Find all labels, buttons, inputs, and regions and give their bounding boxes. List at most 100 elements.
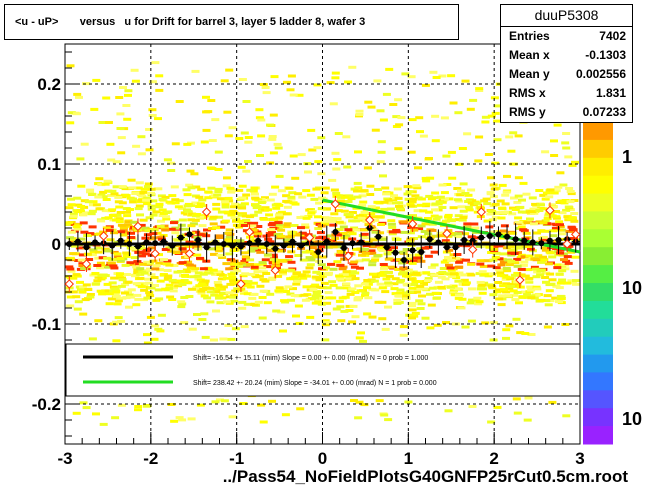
heatmap-cell [514, 220, 523, 224]
heatmap-cell [518, 198, 526, 202]
heatmap-cell [430, 263, 439, 267]
heatmap-cell [88, 209, 97, 213]
heatmap-cell [104, 189, 113, 193]
heatmap-cell [494, 288, 503, 292]
x-tick-label: -3 [57, 449, 72, 468]
heatmap-cell [394, 294, 403, 298]
heatmap-cell [340, 309, 349, 313]
heatmap-cell [337, 319, 346, 323]
heatmap-cell [369, 272, 377, 276]
heatmap-cell [175, 199, 184, 203]
heatmap-cell [272, 309, 281, 313]
heatmap-cell [202, 128, 211, 132]
heatmap-cell [425, 194, 434, 198]
heatmap-cell [446, 266, 455, 270]
heatmap-cell [124, 93, 132, 97]
x-tick-label: 0 [318, 449, 327, 468]
heatmap-cell [388, 230, 397, 234]
heatmap-cell [92, 412, 100, 416]
heatmap-cell [304, 215, 313, 219]
heatmap-cell [447, 258, 456, 262]
heatmap-cell [75, 246, 84, 250]
heatmap-cell [186, 266, 195, 270]
heatmap-cell [155, 261, 164, 265]
heatmap-cell [258, 246, 267, 250]
heatmap-cell [396, 207, 404, 210]
heatmap-cell [197, 289, 206, 293]
heatmap-cell [102, 198, 111, 201]
heatmap-cell [301, 240, 310, 244]
heatmap-cell [113, 252, 122, 256]
heatmap-cell [117, 230, 126, 234]
heatmap-cell [114, 200, 123, 204]
heatmap-cell [250, 292, 259, 296]
heatmap-cell [487, 114, 496, 118]
heatmap-cell [196, 278, 205, 282]
heatmap-cell [122, 273, 131, 276]
heatmap-cell [107, 194, 116, 197]
heatmap-cell [349, 271, 358, 275]
heatmap-cell [455, 260, 464, 264]
heatmap-cell [255, 116, 264, 120]
heatmap-cell [455, 162, 464, 166]
heatmap-cell [539, 255, 547, 259]
heatmap-cell [92, 282, 101, 286]
heatmap-cell [435, 200, 444, 204]
heatmap-cell [385, 274, 394, 278]
heatmap-cell [236, 239, 245, 243]
heatmap-cell [410, 314, 419, 318]
heatmap-cell [360, 189, 369, 193]
chart-title: <u - uP> versus u for Drift for barrel 3… [4, 4, 459, 40]
heatmap-cell [243, 302, 252, 306]
heatmap-cell [290, 224, 299, 227]
heatmap-cell [461, 325, 470, 329]
heatmap-cell [373, 254, 382, 258]
heatmap-cell [254, 210, 263, 214]
heatmap-cell [328, 219, 337, 223]
heatmap-cell [240, 260, 249, 264]
heatmap-cell [94, 195, 103, 199]
heatmap-cell [568, 216, 577, 220]
heatmap-cell [110, 192, 119, 196]
heatmap-cell [116, 112, 125, 116]
heatmap-cell [213, 270, 222, 274]
heatmap-cell [224, 196, 233, 200]
heatmap-cell [293, 232, 302, 236]
heatmap-cell [431, 139, 440, 143]
heatmap-cell [367, 105, 376, 109]
heatmap-cell [320, 221, 329, 225]
heatmap-cell [130, 256, 139, 260]
heatmap-cell [395, 291, 404, 295]
heatmap-cell [152, 210, 161, 214]
heatmap-cell [173, 238, 182, 242]
heatmap-cell [415, 299, 424, 303]
heatmap-cell [356, 247, 365, 251]
heatmap-cell [84, 200, 93, 204]
heatmap-cell [255, 108, 264, 112]
heatmap-cell [207, 186, 216, 190]
heatmap-cell [274, 146, 283, 150]
heatmap-cell [353, 216, 362, 220]
heatmap-cell [463, 222, 472, 226]
heatmap-cell [127, 178, 136, 182]
heatmap-cell [558, 278, 567, 282]
heatmap-cell [223, 210, 232, 214]
heatmap-cell [213, 281, 222, 284]
heatmap-cell [155, 253, 163, 257]
heatmap-cell [201, 214, 210, 218]
heatmap-cell [239, 290, 248, 294]
heatmap-cell [143, 333, 151, 337]
heatmap-cell [238, 300, 247, 304]
heatmap-cell [349, 304, 358, 308]
heatmap-cell [555, 220, 564, 224]
heatmap-cell [382, 277, 391, 281]
heatmap-cell [243, 283, 252, 287]
heatmap-cell [223, 110, 232, 114]
heatmap-cell [328, 178, 337, 182]
heatmap-cell [325, 245, 334, 249]
heatmap-cell [259, 420, 268, 424]
heatmap-cell [395, 300, 404, 304]
heatmap-cell [410, 283, 418, 286]
heatmap-cell [514, 134, 523, 138]
heatmap-cell [219, 285, 228, 289]
